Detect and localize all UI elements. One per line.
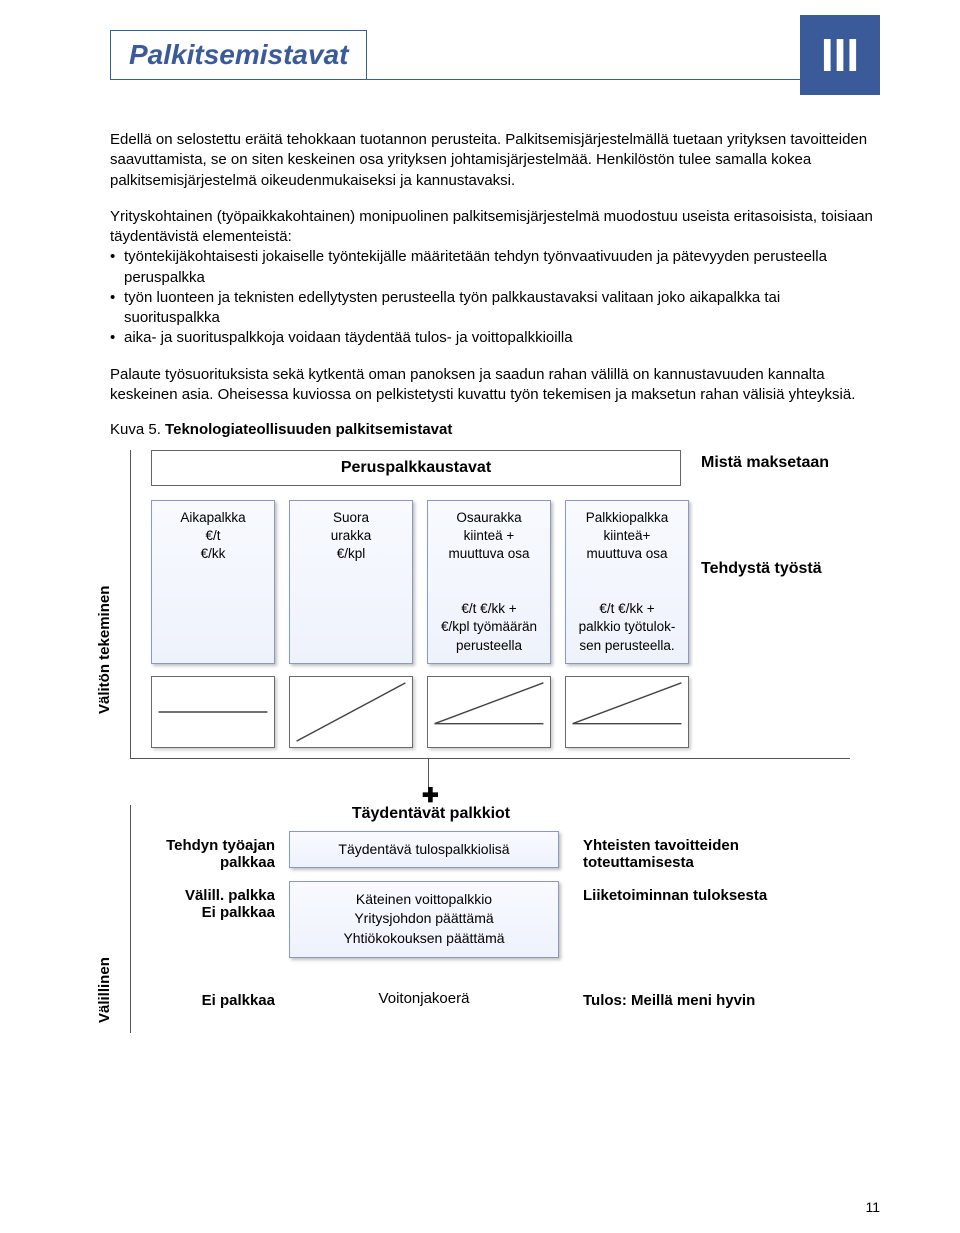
vertical-label-top: Välitön tekeminen xyxy=(96,560,113,740)
minichart-mixed-1 xyxy=(427,676,551,748)
intro-paragraph-1: Edellä on selostettu eräitä tehokkaan tu… xyxy=(110,130,880,191)
plain-right-label: Tulos: Meillä meni hyvin xyxy=(559,986,819,1009)
right-side-label: Tehdystä työstä xyxy=(701,560,861,578)
plain-left-text: Ei palkkaa xyxy=(202,992,275,1009)
pay-card-palkkiopalkka: Palkkiopalkkakiinteä+muuttuva osa€/t €/k… xyxy=(565,500,689,664)
bullet-item: työn luonteen ja teknisten edellytysten … xyxy=(110,288,880,329)
pay-card-osaurakka: Osaurakkakiinteä +muuttuva osa€/t €/kk +… xyxy=(427,500,551,664)
plain-mid-text: Voitonjakoerä xyxy=(289,986,559,1007)
list-intro: Yrityskohtainen (työpaikkakohtainen) mon… xyxy=(110,208,873,245)
figure-prefix: Kuva 5. xyxy=(110,421,165,438)
minichart-mixed-2 xyxy=(565,676,689,748)
diagram-top-frame: Peruspalkkaustavat Mistä maksetaan Tehdy… xyxy=(130,450,850,759)
bullet-list: työntekijäkohtaisesti jokaiselle työntek… xyxy=(110,247,880,348)
row-mid-card: Täydentävä tulospalkkiolisä xyxy=(289,831,559,869)
row-left-plain: palkkaa xyxy=(220,854,275,871)
card-row: Aikapalkka€/t€/kk Suoraurakka€/kpl Osaur… xyxy=(151,500,850,664)
supplementary-row: Välill. palkka Ei palkkaa Käteinen voitt… xyxy=(131,881,850,958)
figure-label: Kuva 5. Teknologiateollisuuden palkitsem… xyxy=(110,421,880,438)
supplementary-title: Täydentävät palkkiot xyxy=(291,805,571,823)
row-left-plain: Ei palkkaa xyxy=(202,904,275,921)
plain-left-label: Ei palkkaa xyxy=(131,986,289,1009)
intro-paragraph-2: Yrityskohtainen (työpaikkakohtainen) mon… xyxy=(110,207,880,349)
minichart-row xyxy=(151,676,850,748)
row-left-bold: Tehdyn työajan xyxy=(166,837,275,854)
plain-row: Ei palkkaa Voitonjakoerä Tulos: Meillä m… xyxy=(131,986,850,1009)
row-right-label: Yhteisten tavoitteiden toteuttamisesta xyxy=(559,831,819,871)
row-left-bold: Välill. palkka xyxy=(185,887,275,904)
title-box: Palkitsemistavat xyxy=(110,30,367,80)
right-header-label: Mistä maksetaan xyxy=(701,454,841,472)
row-right-label: Liiketoiminnan tuloksesta xyxy=(559,881,819,904)
bullet-item: aika- ja suorituspalkkoja voidaan täyden… xyxy=(110,328,880,348)
figure-title: Teknologiateollisuuden palkitsemistavat xyxy=(165,421,452,438)
intro-paragraph-3: Palaute työsuorituksista sekä kytkentä o… xyxy=(110,365,880,406)
minichart-flat xyxy=(151,676,275,748)
pay-card-aikapalkka: Aikapalkka€/t€/kk xyxy=(151,500,275,664)
row-mid-card: Käteinen voittopalkkioYritysjohdon päätt… xyxy=(289,881,559,958)
top-header-band: Peruspalkkaustavat xyxy=(151,450,681,486)
supplementary-row: Tehdyn työajan palkkaa Täydentävä tulosp… xyxy=(131,831,850,871)
bullet-item: työntekijäkohtaisesti jokaiselle työntek… xyxy=(110,247,880,288)
row-left-label: Välill. palkka Ei palkkaa xyxy=(131,881,289,921)
page-header: Palkitsemistavat III xyxy=(110,30,880,80)
diagram: Välitön tekeminen Välillinen Peruspalkka… xyxy=(130,450,880,1033)
diagram-bottom-frame: Täydentävät palkkiot Tehdyn työajan palk… xyxy=(130,805,850,1033)
row-left-label: Tehdyn työajan palkkaa xyxy=(131,831,289,871)
chapter-roman-numeral: III xyxy=(800,15,880,95)
page-title: Palkitsemistavat xyxy=(129,39,348,70)
plus-icon: ✚ xyxy=(422,789,880,803)
pay-card-suoraurakka: Suoraurakka€/kpl xyxy=(289,500,413,664)
vertical-label-bottom: Välillinen xyxy=(96,930,113,1050)
page-number: 11 xyxy=(865,1199,880,1215)
minichart-slope xyxy=(289,676,413,748)
